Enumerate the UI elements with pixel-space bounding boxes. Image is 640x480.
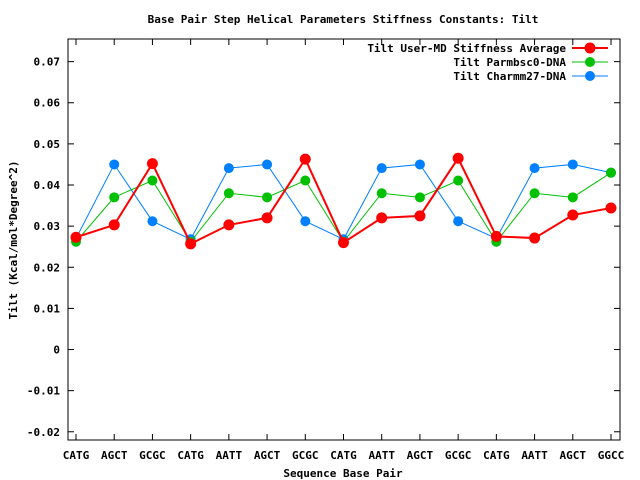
data-point — [70, 231, 82, 243]
data-point — [185, 238, 197, 250]
data-point — [567, 209, 579, 221]
data-point — [414, 159, 425, 170]
data-point — [529, 163, 540, 174]
y-tick-label: 0.03 — [34, 220, 61, 233]
x-tick-label: CATG — [177, 449, 204, 462]
x-tick-label: AATT — [216, 449, 243, 462]
x-axis-label: Sequence Base Pair — [283, 467, 403, 480]
y-axis-label: Tilt (Kcal/mol*Degree^2) — [7, 161, 20, 320]
data-point — [453, 216, 464, 227]
data-point — [261, 212, 273, 224]
x-tick-label: GCGC — [445, 449, 472, 462]
data-point — [109, 192, 120, 203]
data-point — [605, 202, 617, 214]
x-tick-label: GCGC — [292, 449, 319, 462]
x-tick-label: CATG — [330, 449, 357, 462]
y-tick-label: 0.01 — [34, 302, 61, 315]
data-point — [490, 230, 502, 242]
data-point — [452, 152, 464, 164]
chart-title: Base Pair Step Helical Parameters Stiffn… — [148, 13, 539, 26]
data-point — [300, 175, 311, 186]
data-point — [453, 175, 464, 186]
data-point — [376, 212, 388, 224]
series-line — [75, 163, 612, 240]
x-tick-label: AGCT — [407, 449, 434, 462]
legend-marker — [585, 71, 595, 81]
data-point — [262, 192, 273, 203]
x-tick-label: AGCT — [560, 449, 587, 462]
data-point — [606, 167, 616, 178]
x-tick-label: AATT — [368, 449, 395, 462]
y-tick-label: 0.05 — [34, 138, 61, 151]
x-tick-label: GCGC — [139, 449, 166, 462]
x-tick-label: CATG — [483, 449, 510, 462]
data-point — [223, 219, 235, 231]
series-layer — [70, 152, 617, 250]
legend-label: Tilt User-MD Stiffness Average — [367, 42, 566, 55]
legend-marker — [584, 42, 596, 54]
series-3 — [71, 159, 616, 245]
y-tick-label: -0.02 — [27, 426, 60, 439]
data-point — [529, 232, 541, 244]
data-point — [147, 216, 158, 227]
y-tick-label: 0.07 — [34, 56, 61, 69]
x-tick-label: AGCT — [254, 449, 281, 462]
data-point — [414, 192, 425, 203]
data-point — [223, 188, 234, 199]
data-point — [529, 188, 540, 199]
x-tick-label: AGCT — [101, 449, 128, 462]
y-tick-label: -0.01 — [27, 385, 60, 398]
data-point — [300, 216, 311, 227]
data-point — [262, 159, 273, 170]
y-axis: -0.02 -0.01 0 0.01 0.02 0.03 0.04 0.05 0.06 0.07 — [27, 56, 620, 439]
x-tick-label: GGCC — [598, 449, 625, 462]
legend-marker — [585, 57, 595, 67]
data-point — [223, 163, 234, 174]
x-tick-label: AATT — [521, 449, 548, 462]
data-point — [338, 237, 349, 249]
y-tick-label: 0 — [53, 344, 60, 357]
y-tick-label: 0.06 — [34, 97, 61, 110]
y-tick-label: 0.02 — [34, 261, 61, 274]
data-point — [147, 175, 158, 186]
data-point — [109, 159, 120, 170]
data-point — [108, 219, 120, 231]
data-point — [376, 163, 387, 174]
data-point — [299, 153, 311, 165]
data-point — [414, 210, 426, 222]
data-point — [376, 188, 387, 199]
legend-label: Tilt Parmbsc0-DNA — [453, 56, 566, 69]
x-axis: CATG AGCT GCGC CATG AATT AGCT GCGC CATG AATT AGCT… — [63, 39, 625, 462]
data-point — [567, 192, 578, 203]
legend-label: Tilt Charmm27-DNA — [453, 70, 566, 83]
data-point — [567, 159, 578, 170]
y-tick-label: 0.04 — [34, 179, 61, 192]
x-tick-label: CATG — [63, 449, 90, 462]
series-1 — [70, 152, 617, 250]
data-point — [146, 158, 158, 170]
